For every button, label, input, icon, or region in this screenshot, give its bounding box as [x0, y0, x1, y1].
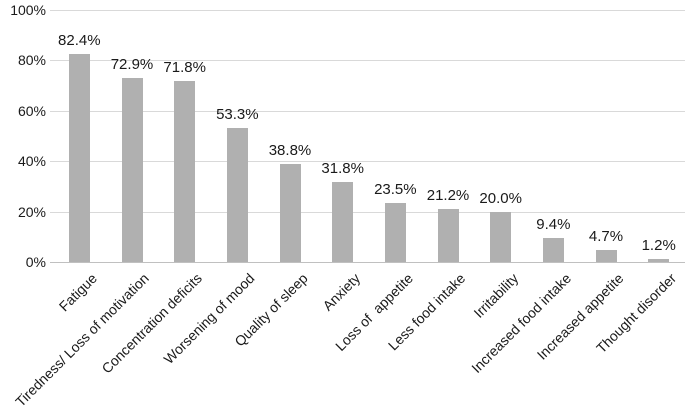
y-axis-tick-label: 40%	[17, 153, 46, 170]
bar-value-label: 82.4%	[58, 32, 101, 50]
bar	[595, 250, 617, 262]
y-axis-tick-label: 80%	[17, 52, 46, 69]
bar-value-label: 38.8%	[268, 142, 312, 160]
y-axis-tick-label: 60%	[17, 102, 46, 119]
bar	[437, 208, 459, 262]
bar-value-label: 1.2%	[641, 236, 676, 254]
bar-value-label: 71.8%	[163, 59, 206, 77]
bar	[384, 202, 406, 262]
x-axis-category-label: Concentration deficits	[98, 270, 206, 377]
gridline	[50, 60, 685, 62]
x-axis-line	[50, 262, 685, 263]
bar	[174, 81, 196, 262]
bar-value-label: 31.8%	[321, 159, 364, 177]
x-axis-category-label: Worsening of mood	[160, 270, 258, 367]
gridline	[50, 110, 685, 112]
bar-value-label: 53.3%	[216, 105, 259, 123]
bar	[68, 54, 90, 262]
bar-value-label: 20.0%	[479, 189, 522, 207]
bar-value-label: 23.5%	[374, 180, 417, 198]
bar-value-label: 21.2%	[426, 186, 470, 204]
bar-value-label: 72.9%	[110, 56, 154, 74]
x-axis-category-label: Increased food intake	[467, 270, 574, 376]
x-axis-category-label: Irritability	[470, 270, 522, 321]
bar	[490, 211, 512, 262]
x-axis-category-label: Fatigue	[55, 270, 100, 315]
gridline	[50, 10, 685, 11]
y-axis-tick-label: 100%	[10, 2, 46, 18]
gridline	[50, 211, 685, 213]
bar-value-label: 4.7%	[588, 228, 624, 246]
y-axis-tick-label: 0%	[25, 254, 46, 270]
bar	[332, 181, 354, 262]
y-axis-tick-label: 20%	[17, 203, 46, 220]
bar-value-label: 9.4%	[536, 216, 571, 234]
x-axis-category-label: Anxiety	[319, 270, 364, 314]
bar	[226, 127, 248, 262]
gridline	[50, 161, 685, 163]
bar	[279, 164, 301, 262]
bar	[121, 78, 143, 262]
bar	[648, 258, 670, 262]
bar	[542, 238, 564, 262]
